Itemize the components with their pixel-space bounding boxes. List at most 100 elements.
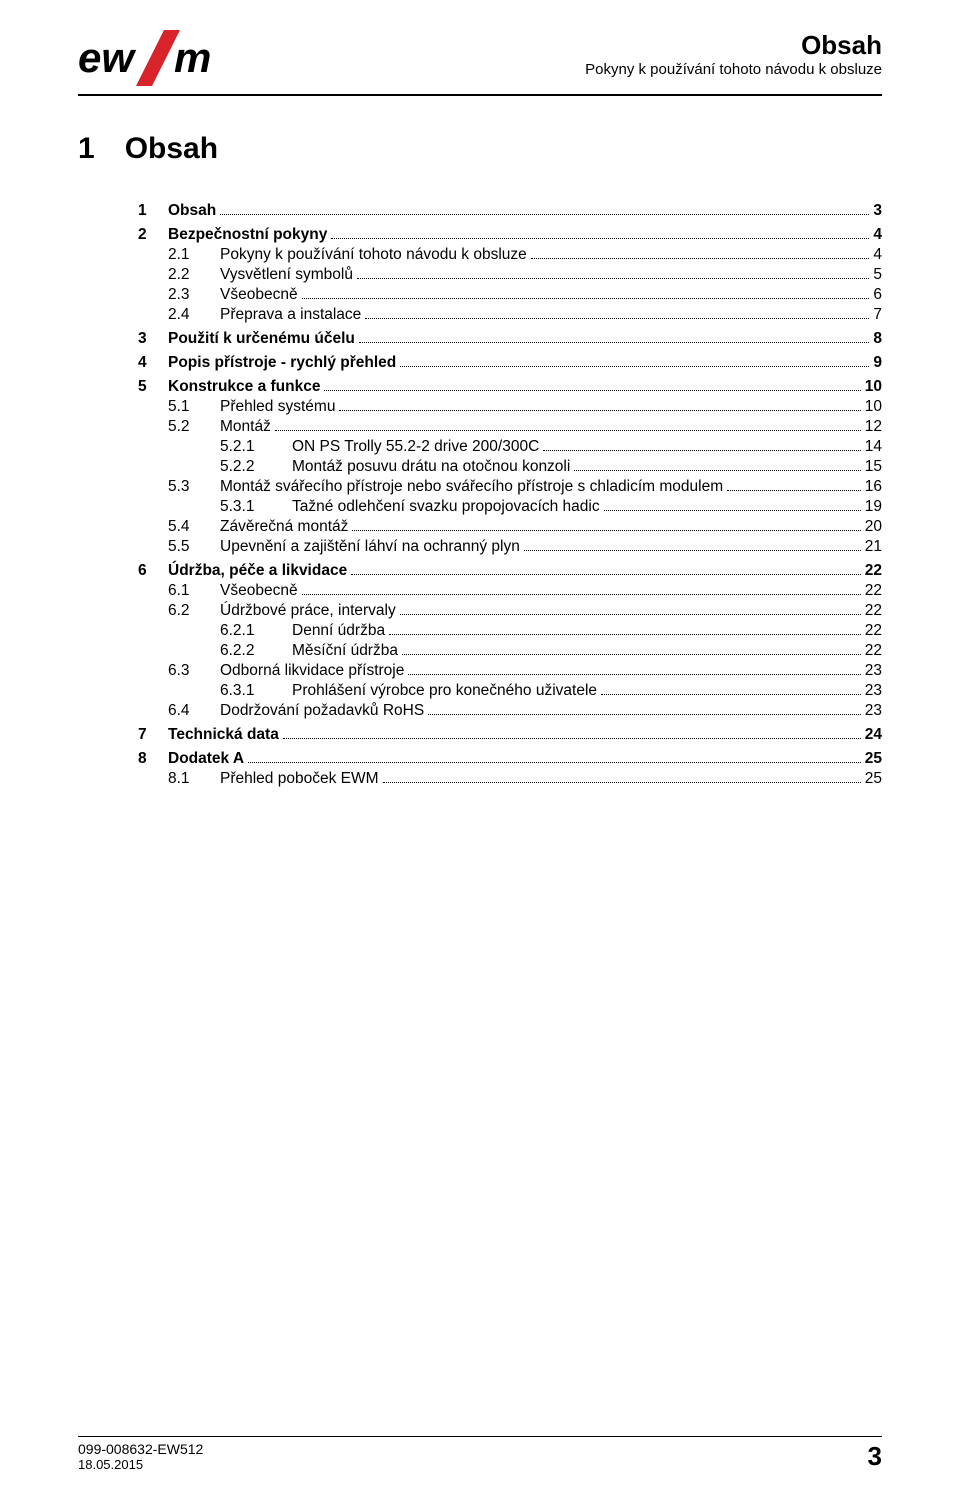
toc-leader-dots (331, 238, 869, 239)
toc-entry-label: Údržba, péče a likvidace (168, 562, 347, 580)
toc-entry-label: Přehled poboček EWM (220, 770, 379, 788)
toc-leader-dots (543, 450, 860, 451)
toc-entry-number: 6.2 (168, 602, 220, 620)
toc-entry-number: 6.4 (168, 702, 220, 720)
toc-entry-page: 22 (865, 562, 882, 580)
toc-entry: 2.2Vysvětlení symbolů5 (138, 266, 882, 284)
toc-entry-label: Konstrukce a funkce (168, 378, 320, 396)
toc-entry-label: Dodatek A (168, 750, 244, 768)
toc-entry-label: Obsah (168, 202, 216, 220)
toc-entry-page: 25 (865, 750, 882, 768)
toc-entry-label: Údržbové práce, intervaly (220, 602, 396, 620)
toc-entry-label: Pokyny k používání tohoto návodu k obslu… (220, 246, 527, 264)
toc-entry-number: 5.3.1 (220, 498, 292, 516)
toc-entry-label: ON PS Trolly 55.2-2 drive 200/300C (292, 438, 539, 456)
toc-entry-number: 5.4 (168, 518, 220, 536)
toc-entry-label: Montáž (220, 418, 271, 436)
toc-entry-label: Prohlášení výrobce pro konečného uživate… (292, 682, 597, 700)
toc-entry-label: Bezpečnostní pokyny (168, 226, 327, 244)
toc-entry-label: Technická data (168, 726, 279, 744)
header-divider (78, 94, 882, 96)
header-title: Obsah (585, 30, 882, 61)
toc-entry: 5.1Přehled systému10 (138, 398, 882, 416)
toc-entry: 6.1Všeobecně22 (138, 582, 882, 600)
toc-entry: 6.3.1Prohlášení výrobce pro konečného už… (138, 682, 882, 700)
footer-date: 18.05.2015 (78, 1457, 203, 1472)
toc-entry-label: Dodržování požadavků RoHS (220, 702, 424, 720)
toc-entry-page: 10 (865, 378, 882, 396)
toc-entry: 3Použití k určenému účelu 8 (138, 330, 882, 348)
toc-entry: 5.2.1ON PS Trolly 55.2-2 drive 200/300C1… (138, 438, 882, 456)
toc-entry-page: 22 (865, 582, 882, 600)
toc-leader-dots (574, 470, 860, 471)
page-footer: 099-008632-EW512 18.05.2015 3 (78, 1436, 882, 1472)
section-number: 1 (78, 132, 95, 166)
toc-entry-label: Montáž svářecího přístroje nebo svářecíh… (220, 478, 723, 496)
toc-entry: 4Popis přístroje - rychlý přehled9 (138, 354, 882, 372)
toc-leader-dots (351, 574, 861, 575)
toc-leader-dots (302, 298, 870, 299)
toc-entry-page: 15 (865, 458, 882, 476)
toc-leader-dots (283, 738, 861, 739)
toc-entry: 2.3Všeobecně6 (138, 286, 882, 304)
toc-entry-label: Použití k určenému účelu (168, 330, 355, 348)
toc-entry: 2.1Pokyny k používání tohoto návodu k ob… (138, 246, 882, 264)
toc-entry: 5.5Upevnění a zajištění láhví na ochrann… (138, 538, 882, 556)
toc-entry-label: Přeprava a instalace (220, 306, 361, 324)
toc-entry-page: 22 (865, 622, 882, 640)
toc-entry-page: 20 (865, 518, 882, 536)
toc-entry-page: 7 (873, 306, 882, 324)
toc-entry-page: 23 (865, 702, 882, 720)
section-heading: 1 Obsah (78, 132, 882, 166)
toc-leader-dots (357, 278, 869, 279)
toc-entry: 6.2.1Denní údržba22 (138, 622, 882, 640)
toc-entry: 5.3Montáž svářecího přístroje nebo sváře… (138, 478, 882, 496)
toc-entry-number: 3 (138, 330, 168, 348)
toc-entry-page: 8 (873, 330, 882, 348)
toc-leader-dots (400, 366, 869, 367)
toc-entry-number: 5.2.2 (220, 458, 292, 476)
toc-entry-number: 5.2 (168, 418, 220, 436)
toc-leader-dots (339, 410, 860, 411)
toc-leader-dots (383, 782, 861, 783)
toc-entry-page: 22 (865, 602, 882, 620)
toc-leader-dots (220, 214, 869, 215)
toc-entry: 6.3Odborná likvidace přístroje23 (138, 662, 882, 680)
toc-entry-page: 16 (865, 478, 882, 496)
toc-entry-number: 2.1 (168, 246, 220, 264)
toc-entry-number: 2.3 (168, 286, 220, 304)
table-of-contents: 1Obsah32Bezpečnostní pokyny42.1Pokyny k … (138, 202, 882, 788)
toc-entry-number: 5.2.1 (220, 438, 292, 456)
toc-entry-label: Tažné odlehčení svazku propojovacích had… (292, 498, 600, 516)
toc-entry-number: 1 (138, 202, 168, 220)
svg-text:m: m (174, 34, 211, 81)
toc-entry-number: 5.5 (168, 538, 220, 556)
toc-entry: 6.4Dodržování požadavků RoHS 23 (138, 702, 882, 720)
toc-leader-dots (402, 654, 861, 655)
toc-entry-page: 10 (865, 398, 882, 416)
toc-entry-number: 6.1 (168, 582, 220, 600)
toc-entry-number: 5.3 (168, 478, 220, 496)
toc-leader-dots (352, 530, 860, 531)
toc-entry-page: 23 (865, 682, 882, 700)
toc-entry-page: 5 (873, 266, 882, 284)
toc-entry-number: 5 (138, 378, 168, 396)
toc-leader-dots (408, 674, 860, 675)
footer-divider (78, 1436, 882, 1437)
toc-leader-dots (400, 614, 861, 615)
toc-entry-number: 8.1 (168, 770, 220, 788)
toc-leader-dots (727, 490, 861, 491)
toc-entry-number: 6.3.1 (220, 682, 292, 700)
toc-entry-page: 22 (865, 642, 882, 660)
toc-entry-number: 6.2.1 (220, 622, 292, 640)
toc-entry-number: 6.2.2 (220, 642, 292, 660)
toc-entry-page: 3 (873, 202, 882, 220)
toc-entry-number: 6 (138, 562, 168, 580)
toc-entry: 5.2Montáž12 (138, 418, 882, 436)
toc-entry-number: 2.2 (168, 266, 220, 284)
toc-entry-number: 2.4 (168, 306, 220, 324)
toc-entry: 5.3.1Tažné odlehčení svazku propojovacíc… (138, 498, 882, 516)
toc-entry: 5.2.2Montáž posuvu drátu na otočnou konz… (138, 458, 882, 476)
section-title: Obsah (125, 132, 218, 166)
toc-leader-dots (275, 430, 861, 431)
